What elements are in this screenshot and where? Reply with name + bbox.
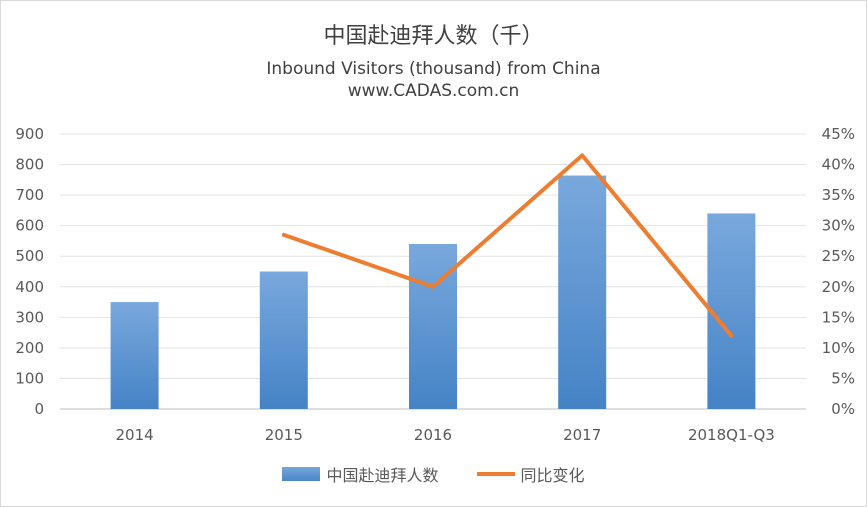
title-block: 中国赴迪拜人数（千） Inbound Visitors (thousand) f… (0, 22, 867, 102)
legend-item-line: 同比变化 (476, 462, 585, 486)
y-tick-label: 900 (15, 125, 44, 143)
y-tick-label: 400 (15, 278, 44, 296)
y-tick-label: 0 (34, 400, 44, 418)
y-tick-label: 600 (15, 217, 44, 235)
bar (409, 244, 457, 409)
chart-title: 中国赴迪拜人数（千） (323, 24, 544, 49)
series-line (281, 153, 734, 338)
bar (259, 271, 308, 409)
y2-tick-label: 40% (822, 156, 855, 174)
legend-label-line: 同比变化 (520, 466, 585, 485)
chart-subtitle: Inbound Visitors (thousand) from China (266, 59, 601, 79)
y-tick-label: 700 (15, 186, 44, 204)
y-tick-label: 100 (15, 369, 44, 387)
y-tick-label: 200 (15, 339, 44, 357)
y-tick-label: 500 (15, 247, 44, 265)
y2-tick-label: 10% (822, 339, 855, 357)
legend: 中国赴迪拜人数 同比变化 (0, 462, 867, 486)
y-tick-label: 800 (15, 156, 44, 174)
bar (110, 302, 159, 409)
y2-tick-label: 0% (831, 400, 855, 418)
bar (558, 175, 607, 409)
y2-tick-label: 30% (822, 217, 855, 235)
x-tick-label: 2014 (116, 426, 154, 444)
x-tick-label: 2017 (563, 426, 601, 444)
y2-tick-label: 45% (822, 125, 855, 143)
bar (707, 213, 756, 409)
legend-swatch-bar (282, 467, 321, 481)
y2-tick-label: 15% (822, 308, 855, 326)
y2-tick-label: 5% (831, 369, 855, 387)
y-tick-label: 300 (15, 308, 44, 326)
legend-swatch-line (476, 472, 515, 476)
y2-tick-label: 35% (822, 186, 855, 204)
y2-tick-label: 25% (822, 247, 855, 265)
legend-item-bar: 中国赴迪拜人数 (282, 462, 439, 486)
legend-label-bar: 中国赴迪拜人数 (326, 466, 439, 485)
chart-source: www.CADAS.com.cn (347, 81, 520, 101)
x-tick-label: 2016 (414, 426, 452, 444)
y2-tick-label: 20% (822, 278, 855, 296)
x-tick-label: 2015 (265, 426, 303, 444)
x-tick-label: 2018Q1-Q3 (688, 426, 775, 444)
